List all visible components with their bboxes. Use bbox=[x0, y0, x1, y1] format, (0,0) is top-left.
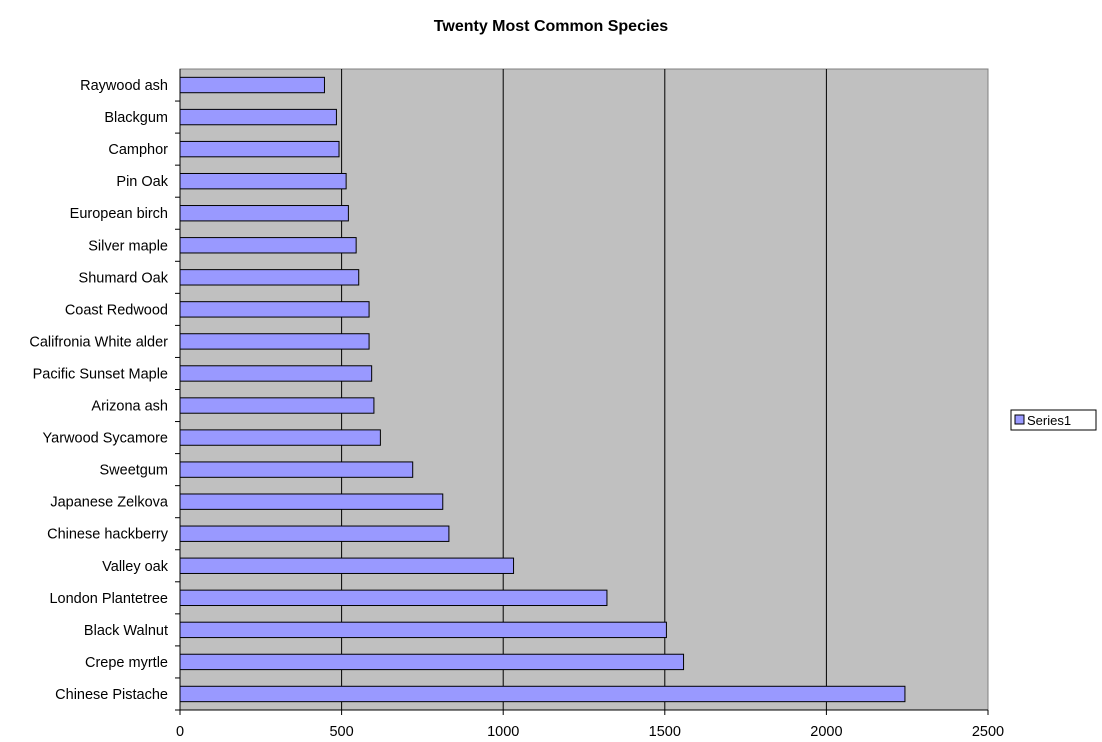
bar bbox=[179, 397, 375, 414]
x-tick-label: 500 bbox=[329, 724, 353, 740]
bar bbox=[179, 172, 347, 190]
x-tick-labels: 0 500 1000 1500 2000 2500 bbox=[176, 724, 1004, 740]
bar bbox=[179, 108, 337, 126]
bar bbox=[179, 525, 450, 542]
category-label: Coast Redwood bbox=[65, 302, 168, 318]
category-label: Valley oak bbox=[102, 559, 169, 575]
bars bbox=[179, 76, 906, 703]
bar bbox=[179, 461, 414, 478]
x-tick-label: 1500 bbox=[649, 724, 681, 740]
category-label: Shumard Oak bbox=[79, 270, 169, 286]
bar bbox=[179, 493, 444, 510]
bar bbox=[179, 301, 370, 318]
bar bbox=[179, 621, 667, 639]
category-label: Camphor bbox=[108, 142, 168, 158]
category-label: Crepe myrtle bbox=[85, 655, 168, 671]
legend-box bbox=[1010, 409, 1097, 431]
category-label: Japanese Zelkova bbox=[50, 495, 169, 511]
bar bbox=[179, 76, 325, 94]
plot-area bbox=[179, 68, 989, 711]
legend: Series1 bbox=[1010, 409, 1097, 431]
bar bbox=[179, 237, 357, 254]
category-label: Black Walnut bbox=[84, 623, 168, 639]
bar bbox=[179, 685, 906, 703]
category-label: Chinese Pistache bbox=[55, 687, 168, 703]
bar bbox=[179, 429, 381, 446]
legend-swatch bbox=[1014, 414, 1025, 425]
x-tick-label: 2000 bbox=[810, 724, 842, 740]
category-label: Silver maple bbox=[88, 238, 168, 254]
x-tick-label: 0 bbox=[176, 724, 184, 740]
legend-label-series1: Series1 bbox=[1027, 413, 1071, 428]
bar bbox=[179, 333, 370, 350]
category-label: Sweetgum bbox=[99, 463, 168, 479]
category-label: Pacific Sunset Maple bbox=[33, 366, 168, 382]
x-tick-label: 1000 bbox=[487, 724, 519, 740]
bar bbox=[179, 557, 515, 574]
axes bbox=[175, 69, 989, 715]
bar bbox=[179, 205, 349, 222]
category-label: Arizona ash bbox=[91, 399, 168, 415]
bar bbox=[179, 653, 685, 671]
category-label: European birch bbox=[70, 206, 168, 222]
category-label: Chinese hackberry bbox=[47, 527, 169, 543]
chart-title: Twenty Most Common Species bbox=[433, 18, 669, 35]
category-label: Califronia White alder bbox=[29, 334, 168, 350]
category-label: Pin Oak bbox=[116, 174, 168, 190]
bar bbox=[179, 589, 608, 607]
x-tick-label: 2500 bbox=[972, 724, 1004, 740]
bar bbox=[179, 140, 340, 158]
category-label: London Plantetree bbox=[49, 591, 168, 607]
category-label: Blackgum bbox=[104, 110, 168, 126]
bar bbox=[179, 365, 373, 382]
category-label: Yarwood Sycamore bbox=[43, 431, 168, 447]
category-labels: Chinese Pistache Crepe myrtle Black Walnut… bbox=[29, 78, 169, 703]
bar bbox=[179, 269, 360, 286]
category-label: Raywood ash bbox=[80, 78, 168, 94]
